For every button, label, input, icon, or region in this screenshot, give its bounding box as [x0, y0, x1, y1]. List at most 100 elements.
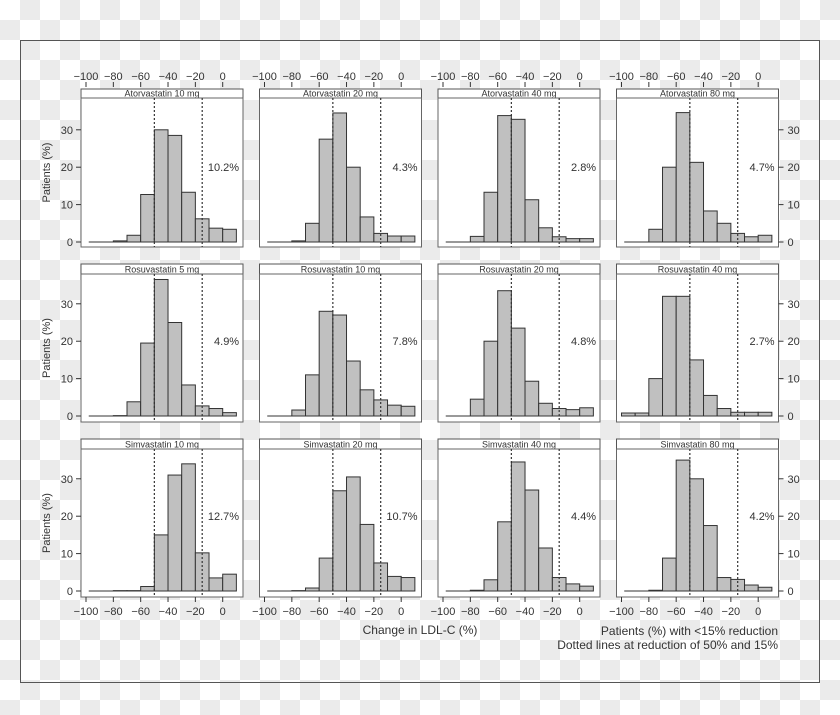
histogram-bar [305, 374, 320, 417]
histogram-bar [565, 238, 581, 243]
y-tick-label: 20 [788, 511, 800, 523]
histogram-bar [222, 412, 237, 417]
panel-annotation: 10.7% [386, 511, 417, 523]
x-tick-label: −60 [667, 606, 686, 618]
x-tick-label: −20 [186, 71, 205, 83]
histogram-bar [222, 228, 237, 243]
x-tick-label: −60 [310, 71, 329, 83]
histogram-bar [675, 112, 691, 243]
y-tick-label: 30 [788, 474, 800, 486]
histogram-bar [538, 402, 553, 417]
y-tick-label: 20 [788, 336, 800, 348]
histogram-bar [538, 227, 553, 243]
histogram-bar [332, 112, 348, 243]
y-tick-label: 30 [61, 474, 73, 486]
panel-annotation: 10.2% [208, 162, 239, 174]
histogram-bar [140, 586, 155, 592]
histogram-bar [483, 340, 499, 417]
x-tick-label: −20 [365, 606, 384, 618]
x-tick-label: −20 [722, 71, 741, 83]
x-tick-label: 0 [398, 606, 404, 618]
y-tick-label: 0 [788, 586, 794, 598]
histogram-bar [716, 577, 732, 592]
x-tick-label: −20 [186, 606, 205, 618]
y-tick-label: 10 [788, 549, 800, 561]
histogram-bar [346, 166, 361, 243]
y-tick-label: 30 [61, 299, 73, 311]
x-tick-label: −40 [516, 71, 535, 83]
histogram-bar [126, 401, 142, 417]
histogram-bar [757, 411, 773, 417]
y-tick-label: 20 [61, 511, 73, 523]
x-tick-label: −80 [640, 71, 659, 83]
panel-annotation: 4.2% [750, 511, 775, 523]
histogram-bar [621, 412, 636, 417]
x-tick-label: −60 [310, 606, 329, 618]
histogram-bar [648, 228, 664, 243]
x-tick-label: −40 [516, 606, 535, 618]
x-tick-label: 0 [755, 71, 761, 83]
panel-annotation: 4.4% [571, 511, 596, 523]
y-tick-label: 0 [67, 237, 73, 249]
histogram-bar [551, 577, 567, 592]
panel-title: Rosuvastatin 40 mg [658, 265, 738, 275]
panel-title: Rosuvastatin 5 mg [125, 265, 200, 275]
histogram-bar [208, 408, 224, 417]
histogram-bar [332, 490, 348, 592]
x-tick-label: −80 [283, 71, 302, 83]
histogram-bar [359, 389, 375, 417]
note-line-2: Dotted lines at reduction of 50% and 15% [557, 638, 778, 652]
panel-title: Simvastatin 20 mg [303, 440, 377, 450]
histogram-bar [140, 342, 155, 417]
x-tick-label: −100 [609, 606, 634, 618]
histogram-bar [291, 409, 307, 417]
x-tick-label: −80 [283, 606, 302, 618]
histogram-bar [662, 166, 677, 243]
y-axis-label: Patients (%) [41, 143, 53, 203]
x-tick-label: −80 [104, 606, 123, 618]
histogram-bar [222, 573, 237, 592]
x-tick-label: −100 [431, 606, 456, 618]
histogram-bar [648, 589, 664, 592]
outer-frame [20, 40, 820, 683]
y-tick-label: 20 [788, 162, 800, 174]
y-tick-label: 0 [788, 237, 794, 249]
histogram-bar [318, 310, 334, 417]
histogram-bar [497, 521, 512, 592]
x-tick-label: 0 [220, 71, 226, 83]
y-tick-label: 0 [788, 411, 794, 423]
panel-title: Simvastatin 10 mg [125, 440, 199, 450]
histogram-bar [181, 191, 196, 243]
panel-annotation: 4.7% [750, 162, 775, 174]
x-tick-label: −100 [74, 71, 99, 83]
histogram-bar [579, 238, 594, 243]
histogram-bar [689, 161, 705, 243]
x-tick-label: −20 [543, 606, 562, 618]
y-tick-label: 10 [788, 374, 800, 386]
histogram-bar [181, 463, 196, 592]
histogram-bar [703, 394, 718, 417]
x-tick-label: −40 [694, 71, 713, 83]
histogram-bar [181, 384, 196, 417]
histogram-bar [483, 191, 499, 243]
histogram-bar [291, 240, 307, 243]
histogram-bar [510, 461, 526, 592]
y-tick-label: 30 [61, 125, 73, 137]
x-tick-label: −100 [609, 71, 634, 83]
histogram-bar [469, 235, 485, 243]
panel-title: Rosuvastatin 20 mg [479, 265, 559, 275]
x-tick-label: −60 [131, 71, 150, 83]
histogram-bar [346, 476, 361, 592]
panel-title: Simvastatin 40 mg [482, 440, 556, 450]
histogram-bar [400, 577, 416, 592]
panel-title: Atorvastatin 80 mg [660, 89, 735, 99]
histogram-bar [634, 412, 650, 417]
panel-annotation: 7.8% [393, 336, 418, 348]
panel-title: Atorvastatin 10 mg [124, 89, 199, 99]
x-tick-label: 0 [755, 606, 761, 618]
panel-title: Atorvastatin 40 mg [481, 89, 556, 99]
panel-annotation: 4.8% [571, 336, 596, 348]
y-axis-label: Patients (%) [41, 493, 53, 553]
histogram-bar [318, 557, 334, 592]
histogram-bar [703, 210, 718, 243]
